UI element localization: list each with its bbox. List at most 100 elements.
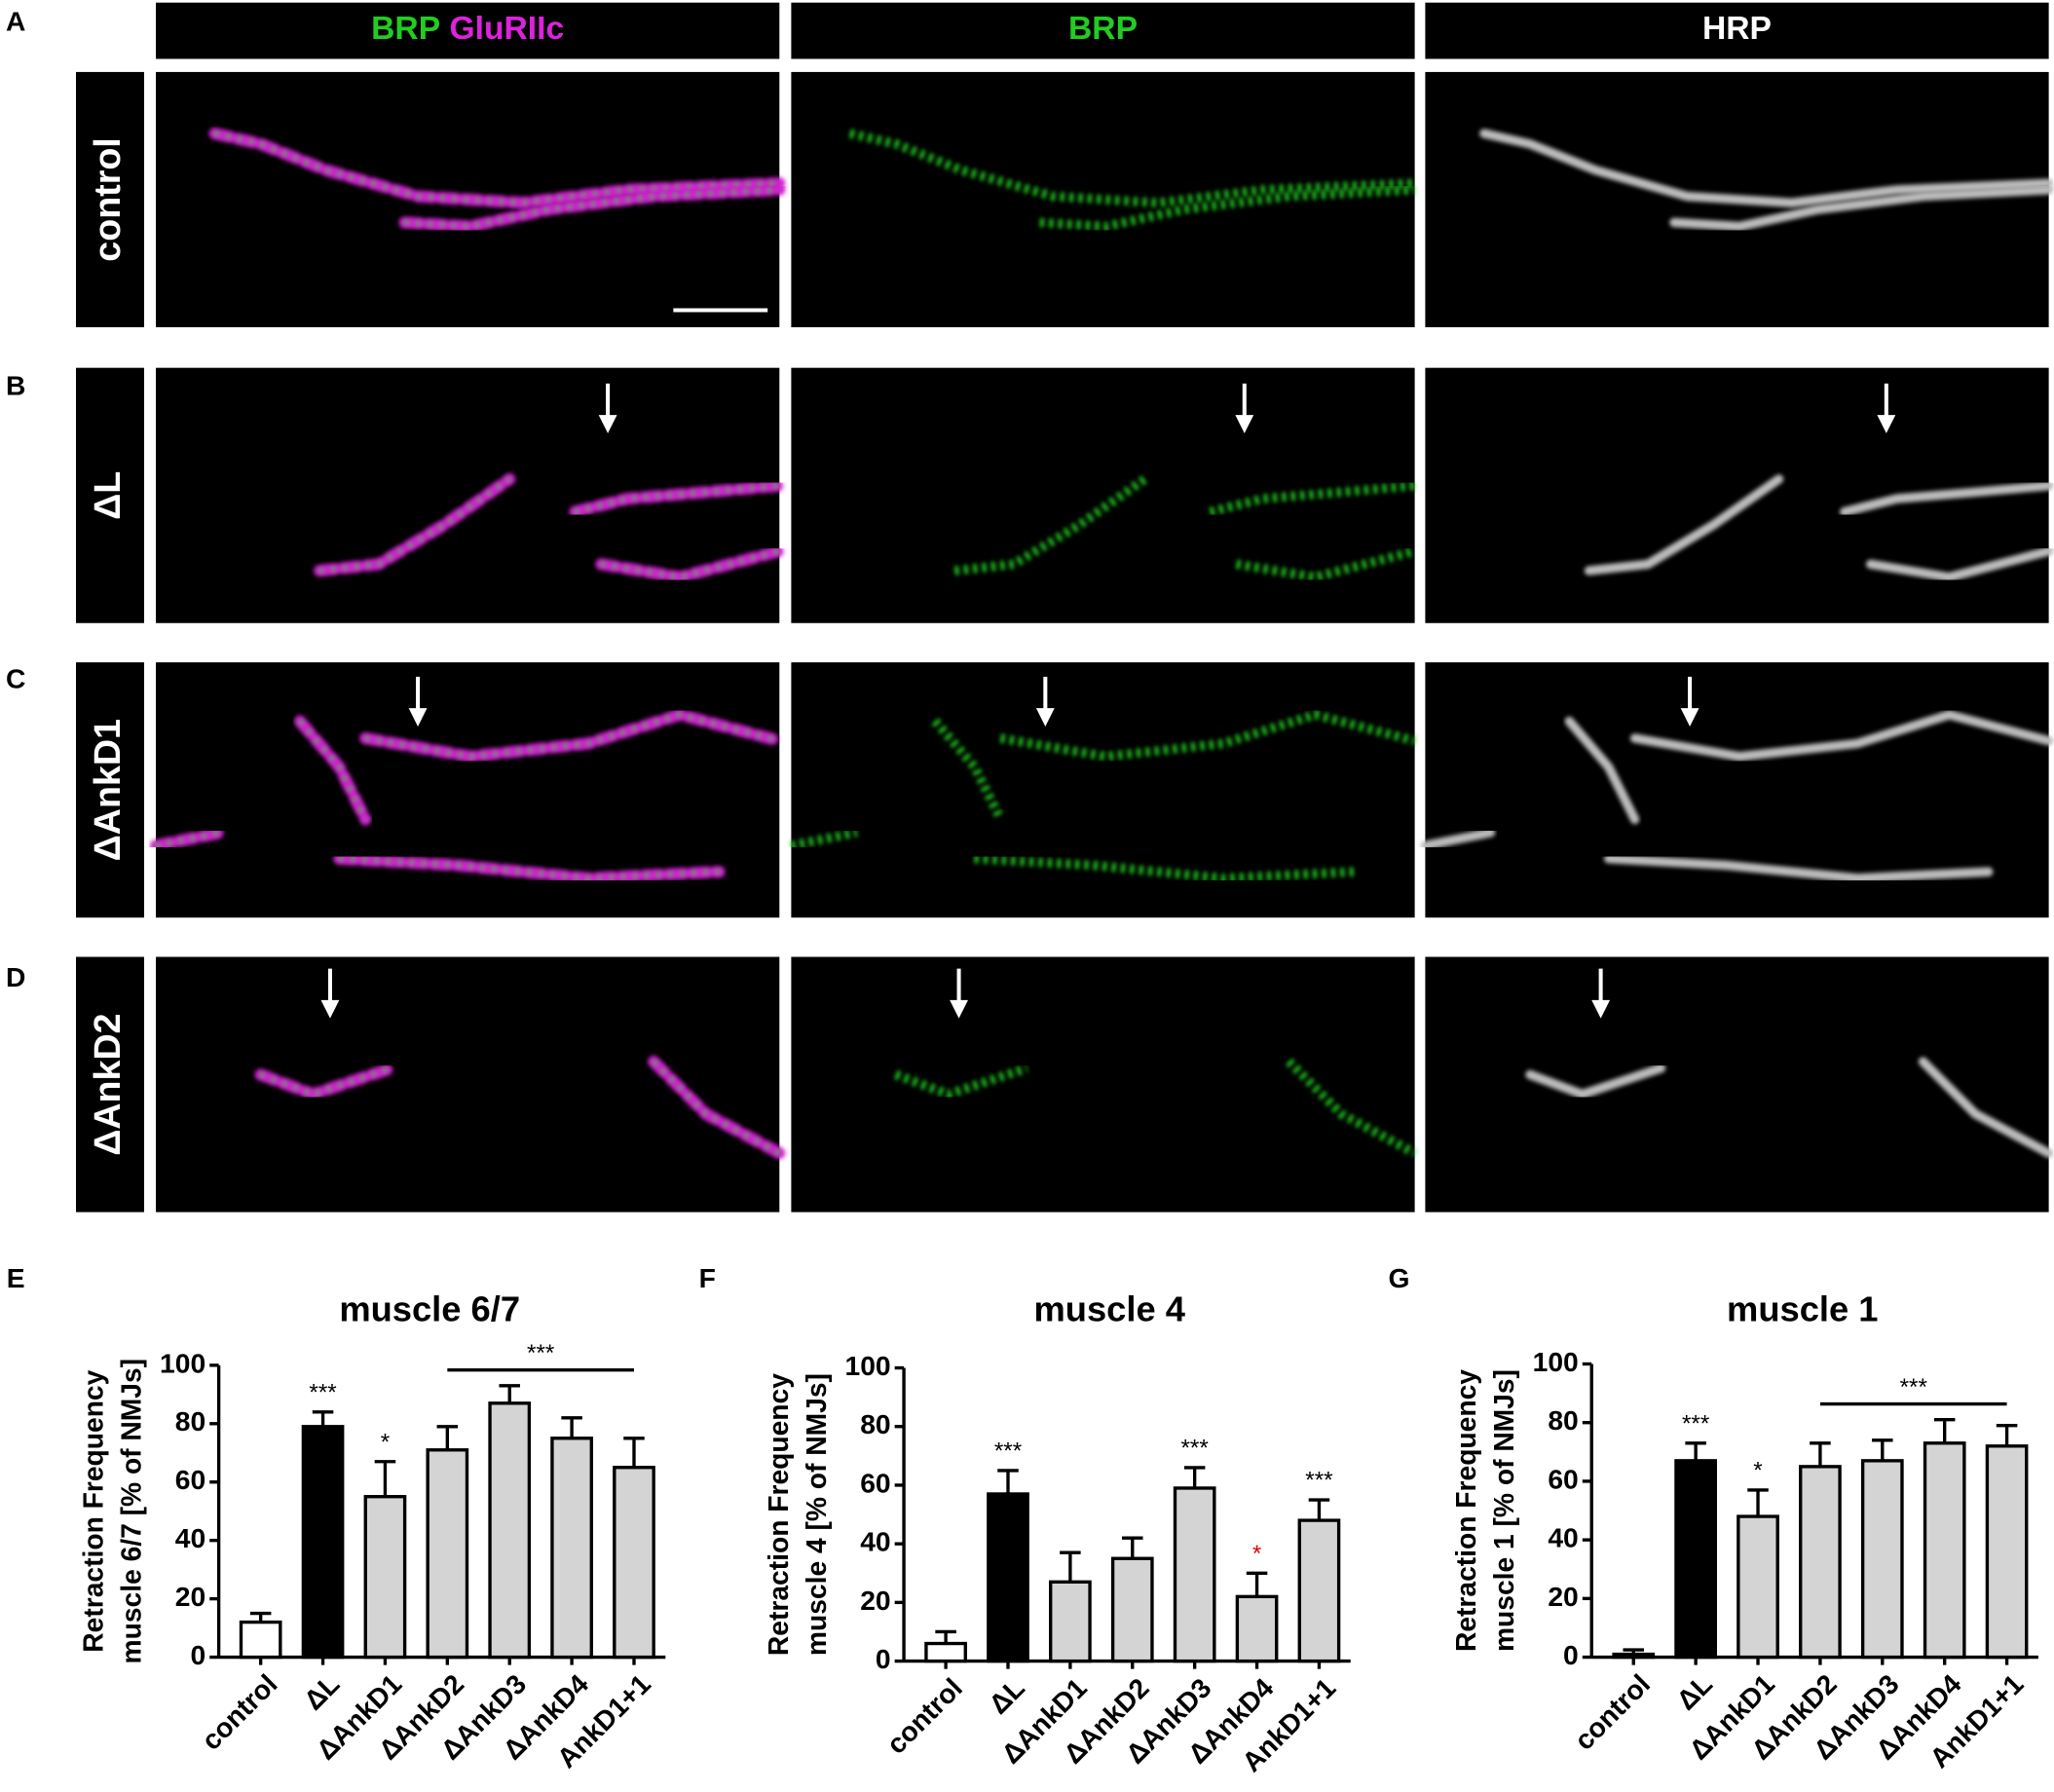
row-label-bg (76, 662, 144, 918)
neurite-green (931, 718, 1005, 822)
chart-title: muscle 4 (1034, 1288, 1185, 1328)
y-tick-label: 0 (190, 1639, 205, 1670)
neurite-hrp (1629, 709, 2054, 762)
y-tick-label: 40 (1548, 1522, 1578, 1553)
y-tick-label: 100 (845, 1350, 891, 1381)
micrograph (1425, 662, 2049, 918)
x-tick-label: ΔL (297, 1668, 345, 1716)
column-header-bg (156, 2, 780, 59)
neurite-green (318, 477, 511, 574)
bar (363, 1495, 407, 1660)
panel-label: E (7, 1262, 25, 1293)
bar (239, 1620, 282, 1660)
y-tick-label: 60 (1548, 1463, 1578, 1494)
neurite-green (954, 475, 1148, 576)
neurite-green (790, 828, 858, 850)
panel-label: G (1389, 1262, 1410, 1293)
arrow-head (1877, 415, 1896, 433)
neurite-green (974, 853, 1355, 883)
column-header-text: HRP (1702, 11, 1772, 47)
y-tick-label: 80 (175, 1405, 205, 1437)
neurite-hrp (1840, 480, 2054, 517)
significance: *** (994, 1437, 1023, 1464)
neurite-green (1286, 1058, 1417, 1158)
y-tick-label: 0 (876, 1643, 891, 1674)
column-header-bg (1425, 2, 2049, 59)
significance: *** (309, 1379, 337, 1405)
significance: *** (1900, 1374, 1928, 1400)
neurite-green (364, 712, 780, 759)
bar (1297, 1518, 1341, 1663)
bar (301, 1425, 345, 1660)
x-tick-label: control (880, 1672, 968, 1760)
column-header-text: GluRIIc (440, 11, 564, 47)
bar (1860, 1459, 1904, 1660)
y-tick-label: 0 (1563, 1639, 1579, 1670)
bar (1173, 1486, 1216, 1663)
y-tick-label: 80 (860, 1408, 890, 1439)
neurite-hrp (1420, 828, 1496, 850)
neurite-hrp (1584, 474, 1784, 576)
arrow-head (598, 415, 617, 433)
neurite-hrp (1865, 546, 2054, 582)
row-label-bg (76, 956, 144, 1213)
y-tick-label: 20 (1548, 1581, 1578, 1612)
y-axis-label: muscle 1 [% of NMJs] (1488, 1369, 1519, 1652)
bar (613, 1466, 655, 1660)
bar (1674, 1459, 1717, 1660)
y-axis-label: muscle 6/7 [% of NMJs] (116, 1359, 147, 1664)
significance: *** (1305, 1468, 1333, 1494)
neurite-hrp (1669, 185, 2054, 232)
bar (1799, 1465, 1842, 1660)
y-tick-label: 100 (1533, 1346, 1579, 1377)
micrograph (791, 956, 1415, 1213)
neurite-hrp (1564, 716, 1640, 825)
neurite-green (601, 548, 780, 579)
arrow-head (950, 999, 968, 1019)
y-tick-label: 100 (160, 1347, 205, 1378)
arrow-head (1035, 708, 1055, 727)
bar (1612, 1652, 1656, 1660)
panel-label: A (6, 6, 25, 37)
bar (924, 1641, 967, 1663)
bar (1110, 1556, 1154, 1663)
x-tick-label: ΔL (1670, 1668, 1718, 1716)
bar (426, 1448, 469, 1660)
micrograph (1425, 956, 2049, 1213)
micrographs (150, 71, 2054, 1213)
bar (550, 1437, 593, 1660)
bar (1049, 1580, 1092, 1663)
x-tick-label: control (1568, 1668, 1656, 1756)
neurite-magenta (254, 1062, 398, 1101)
bar (1235, 1594, 1279, 1663)
neurite-magenta (150, 826, 228, 852)
neurite-magenta (398, 183, 786, 233)
y-tick-label: 40 (860, 1526, 890, 1557)
row-label: ΔAnkD1 (87, 719, 128, 861)
column-header-bg (791, 2, 1415, 59)
y-axis-label: Retraction Frequency (78, 1369, 109, 1652)
panel-label: D (6, 961, 25, 992)
significance: * (1753, 1458, 1763, 1484)
neurite-green (1235, 546, 1416, 582)
row-label: control (87, 137, 128, 261)
y-axis-label: muscle 4 [% of NMJs] (801, 1373, 832, 1656)
y-axis-label: Retraction Frequency (763, 1373, 794, 1656)
y-tick-label: 20 (860, 1585, 890, 1616)
neurite-green (848, 129, 1415, 208)
neurite-green (652, 1060, 781, 1155)
row-label-bg (76, 367, 144, 623)
arrow-head (320, 999, 340, 1019)
micrograph (156, 956, 780, 1213)
y-tick-label: 60 (860, 1467, 890, 1498)
neurite-green (1039, 185, 1415, 232)
neurite-green (894, 1064, 1028, 1100)
column-header: BRP GluRIIc (371, 11, 564, 47)
bar (1737, 1514, 1779, 1660)
chart-title: muscle 1 (1727, 1288, 1878, 1328)
neurite-green (298, 720, 368, 821)
column-header-text: BRP (1068, 11, 1138, 47)
neurite-hrp (1918, 1057, 2054, 1158)
y-tick-label: 40 (175, 1522, 205, 1553)
